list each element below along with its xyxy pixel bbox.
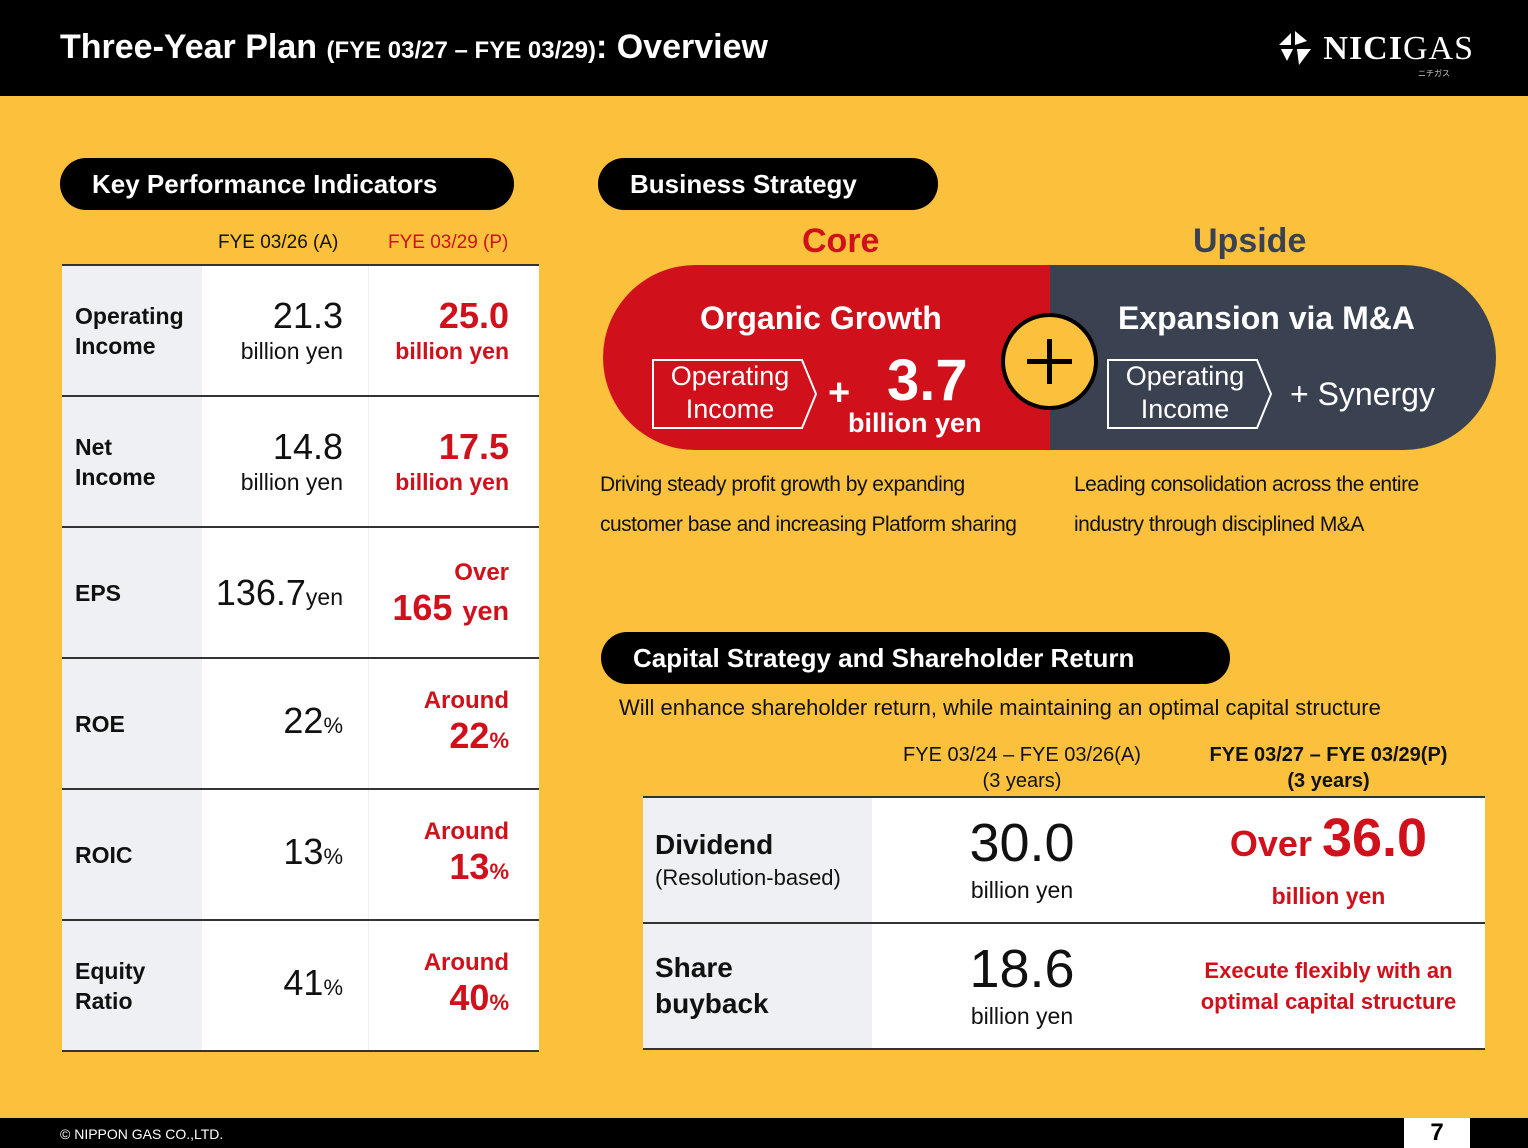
capital-col-plan: FYE 03/27 – FYE 03/29(P) (3 years)	[1209, 744, 1448, 792]
core-unit: billion yen	[848, 408, 982, 438]
kpi-label: ROE	[62, 659, 202, 788]
kpi-row: Operating Income 21.3 billion yen 25.0 billi…	[62, 266, 539, 397]
core-value: 3.7	[887, 348, 968, 413]
kpi-row: ROIC 13% Around 13%	[62, 790, 539, 921]
kpi-heading: Key Performance Indicators	[60, 158, 514, 210]
kpi-label: Net Income	[62, 397, 202, 526]
capital-heading: Capital Strategy and Shareholder Return	[601, 632, 1230, 684]
page-title: Three-Year Plan (FYE 03/27 – FYE 03/29):…	[60, 28, 768, 67]
kpi-row: EPS 136.7yen Over 165 yen	[62, 528, 539, 659]
core-tag-text: Operating Income	[670, 361, 790, 424]
kpi-table: Operating Income 21.3 billion yen 25.0 billi…	[62, 264, 539, 1052]
upside-panel	[1050, 265, 1496, 450]
kpi-label: EPS	[62, 528, 202, 657]
core-description: Driving steady profit growth by expandin…	[600, 473, 1017, 536]
kpi-plan-value: Over 165 yen	[392, 558, 509, 628]
kpi-plan-value: 17.5 billion yen	[395, 425, 509, 495]
capital-col-actual: FYE 03/24 – FYE 03/26(A) (3 years)	[903, 744, 1141, 792]
logo-wordmark: NICIGAS	[1323, 30, 1474, 67]
page-number: 7	[1404, 1118, 1470, 1148]
kpi-col-plan: FYE 03/29 (P)	[388, 232, 509, 253]
core-tag-shape	[652, 359, 818, 429]
capital-subtitle: Will enhance shareholder return, while m…	[619, 695, 1381, 720]
kpi-plan-value: Around 22%	[423, 687, 509, 756]
core-title: Organic Growth	[700, 300, 942, 336]
kpi-actual-value: 21.3 billion yen	[202, 266, 369, 395]
kpi-actual-value: 22%	[202, 659, 369, 788]
kpi-row: Net Income 14.8 billion yen 17.5 billion yen	[62, 397, 539, 528]
kpi-plan-value: 25.0 billion yen	[395, 294, 509, 364]
logo-subtext: ニチガス	[1418, 69, 1450, 78]
kpi-col-actual: FYE 03/26 (A)	[218, 232, 339, 253]
upside-title: Expansion via M&A	[1118, 300, 1415, 336]
kpi-row: Equity Ratio 41% Around 40%	[62, 921, 539, 1052]
core-plus: +	[828, 372, 851, 414]
core-panel	[603, 265, 1050, 450]
buyback-label: Share buyback	[643, 924, 872, 1048]
upside-tag-text: Operating Income	[1125, 361, 1245, 424]
buyback-actual: 18.6 billion yen	[969, 939, 1075, 1029]
kpi-label: ROIC	[62, 790, 202, 919]
footer-bar: © NIPPON GAS CO.,LTD. 7	[0, 1118, 1528, 1148]
dividend-actual: 30.0 billion yen	[969, 813, 1075, 903]
dividend-plan: Over 36.0 billion yen	[1229, 808, 1428, 909]
kpi-actual-value: 14.8 billion yen	[202, 397, 369, 526]
kpi-actual-value: 136.7yen	[202, 528, 369, 657]
kpi-row: ROE 22% Around 22%	[62, 659, 539, 790]
business-heading: Business Strategy	[598, 158, 938, 210]
kpi-actual-value: 13%	[202, 790, 369, 919]
upside-tag-shape	[1107, 359, 1273, 429]
core-label: Core	[802, 222, 880, 260]
company-logo: NICIGAS	[1277, 30, 1474, 68]
kpi-actual-value: 41%	[202, 921, 369, 1050]
upside-label: Upside	[1193, 222, 1307, 260]
logo-mark-icon	[1279, 31, 1312, 65]
kpi-label: Operating Income	[62, 266, 202, 395]
upside-description: Leading consolidation across the entire …	[1074, 473, 1419, 536]
buyback-plan: Execute flexibly with an optimal capital…	[1200, 958, 1457, 1014]
capital-table: Dividend (Resolution-based) 30.0 billion…	[643, 796, 1485, 1050]
kpi-label: Equity Ratio	[62, 921, 202, 1050]
dividend-row: Dividend (Resolution-based) 30.0 billion…	[643, 798, 1485, 924]
title-main: Three-Year Plan	[60, 28, 327, 66]
top-bar: Three-Year Plan (FYE 03/27 – FYE 03/29):…	[0, 0, 1528, 96]
copyright: © NIPPON GAS CO.,LTD.	[60, 1126, 224, 1142]
dividend-label: Dividend (Resolution-based)	[643, 798, 872, 922]
kpi-plan-value: Around 40%	[423, 949, 509, 1018]
upside-value: + Synergy	[1290, 376, 1435, 412]
plus-circle-icon	[1001, 313, 1098, 410]
title-end: : Overview	[595, 28, 768, 66]
buyback-row: Share buyback 18.6 billion yen Execute f…	[643, 924, 1485, 1050]
title-period: (FYE 03/27 – FYE 03/29)	[326, 37, 596, 64]
kpi-plan-value: Around 13%	[423, 818, 509, 887]
